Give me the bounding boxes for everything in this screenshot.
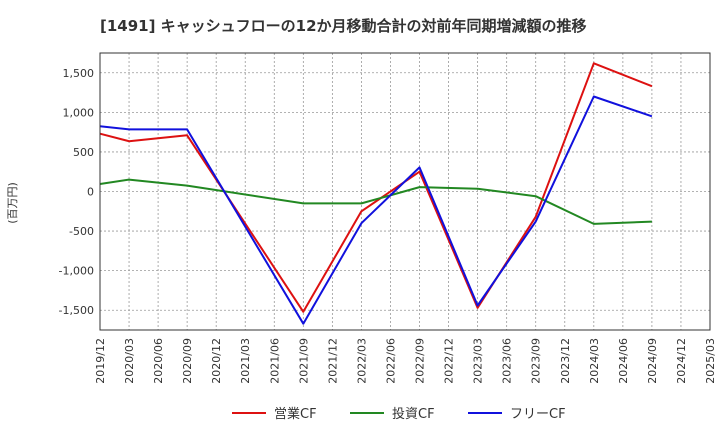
x-tick-label: 2022/09 bbox=[414, 338, 427, 384]
x-tick-label: 2021/06 bbox=[268, 338, 281, 384]
x-tick-label: 2020/12 bbox=[210, 338, 223, 384]
x-tick-label: 2024/09 bbox=[646, 338, 659, 384]
y-tick-label: 0 bbox=[87, 186, 94, 199]
y-tick-label: 1,500 bbox=[63, 67, 95, 80]
series-lines bbox=[99, 62, 653, 325]
x-tick-label: 2025/03 bbox=[704, 338, 717, 384]
x-tick-label: 2021/09 bbox=[297, 338, 310, 384]
x-tick-labels: 2019/12 2020/03 2020/06 2020/09 2020/12 2021/… bbox=[94, 338, 717, 384]
legend-label: 営業CF bbox=[274, 406, 317, 422]
y-tick-label: 1,000 bbox=[63, 106, 95, 119]
x-tick-label: 2024/03 bbox=[588, 338, 601, 384]
x-tick-label: 2024/06 bbox=[617, 338, 630, 384]
x-tick-label: 2020/06 bbox=[152, 338, 165, 384]
x-tick-label: 2021/03 bbox=[239, 338, 252, 384]
x-tick-label: 2023/12 bbox=[559, 338, 572, 384]
x-tick-label: 2023/06 bbox=[501, 338, 514, 384]
x-tick-label: 2019/12 bbox=[94, 338, 107, 384]
series-line-営業CF bbox=[99, 62, 653, 313]
y-tick-label: -500 bbox=[69, 225, 94, 238]
x-tick-label: 2022/12 bbox=[443, 338, 456, 384]
y-tick-label: -1,500 bbox=[59, 304, 94, 317]
x-tick-label: 2020/03 bbox=[123, 338, 136, 384]
x-tick-label: 2020/09 bbox=[181, 338, 194, 384]
y-tick-label: -1,000 bbox=[59, 265, 94, 278]
chart-title: [1491] キャッシュフローの12か月移動合計の対前年同期増減額の推移 bbox=[100, 17, 587, 35]
x-tick-label: 2021/12 bbox=[326, 338, 339, 384]
y-axis-label: (百万円) bbox=[6, 182, 19, 224]
legend-label: 投資CF bbox=[392, 406, 435, 422]
plot-frame bbox=[99, 52, 711, 331]
y-tick-labels: 1,500 1,000 500 0 -500 -1,000 -1,500 bbox=[59, 67, 94, 317]
legend-label: フリーCF bbox=[510, 407, 566, 422]
x-tick-label: 2022/06 bbox=[384, 338, 397, 384]
x-tick-label: 2022/03 bbox=[355, 338, 368, 384]
legend: 営業CF 投資CF フリーCF bbox=[232, 406, 566, 422]
x-tick-label: 2024/12 bbox=[675, 338, 688, 384]
x-tick-label: 2023/09 bbox=[530, 338, 543, 384]
series-line-フリーCF bbox=[99, 95, 653, 325]
x-tick-label: 2023/03 bbox=[472, 338, 485, 384]
y-tick-label: 500 bbox=[73, 146, 94, 159]
